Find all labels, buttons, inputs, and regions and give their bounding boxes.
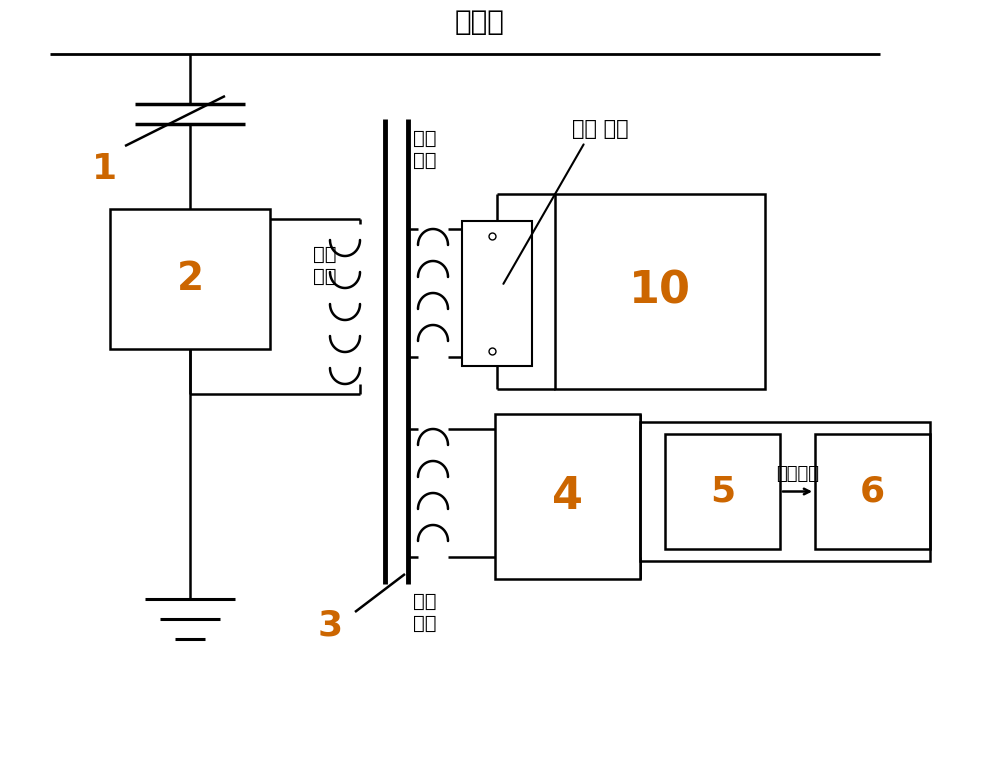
Text: 10: 10	[629, 270, 691, 313]
Text: 6: 6	[860, 474, 885, 509]
Text: 短路 开关: 短路 开关	[572, 119, 628, 139]
Bar	[495, 414, 640, 579]
Bar	[110, 209, 270, 349]
Text: 3: 3	[317, 609, 343, 643]
Text: 5: 5	[710, 474, 735, 509]
Bar	[665, 434, 780, 549]
Text: 2: 2	[176, 260, 204, 298]
Text: 高压端: 高压端	[455, 8, 505, 36]
Text: 第二
绕组: 第二 绕组	[413, 129, 437, 169]
Text: 第三
绕组: 第三 绕组	[413, 591, 437, 633]
Text: 第一
绕组: 第一 绕组	[313, 245, 337, 285]
Bar	[815, 434, 930, 549]
Text: 1: 1	[92, 152, 118, 186]
Bar	[462, 221, 532, 366]
Bar	[555, 194, 765, 389]
Text: 4: 4	[552, 475, 583, 518]
Text: 控制信号: 控制信号	[776, 464, 819, 482]
Bar	[640, 422, 930, 561]
